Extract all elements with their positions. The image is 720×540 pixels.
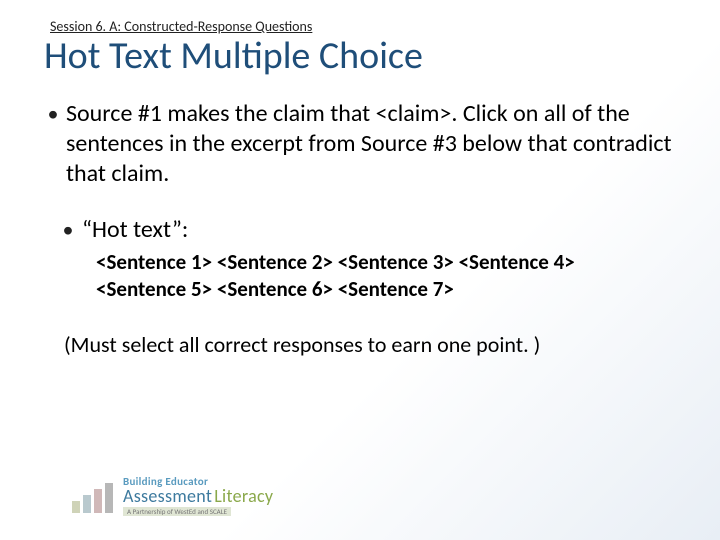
logo-line2: Assessment Literacy (123, 487, 273, 505)
logo-text: Building Educator Assessment Literacy A … (123, 476, 273, 516)
sentence-5[interactable]: <Sentence 5> (96, 276, 212, 302)
sub-bullet: • “Hot text”: (54, 215, 680, 245)
sentence-3[interactable]: <Sentence 3> (338, 249, 454, 275)
logo-word-assessment: Assessment (123, 487, 212, 505)
bullet-1: • Source #1 makes the claim that <claim>… (40, 99, 680, 189)
sentence-1[interactable]: <Sentence 1> (96, 249, 212, 275)
logo-bar-4 (105, 483, 113, 513)
scoring-note: (Must select all correct responses to ea… (64, 331, 680, 358)
logo-bar-2 (83, 495, 91, 513)
logo-bar-3 (94, 489, 102, 513)
bullet-dot-icon: • (40, 99, 66, 129)
slide-title: Hot Text Multiple Choice (44, 37, 680, 77)
logo-bar-1 (72, 501, 80, 513)
sentence-6[interactable]: <Sentence 6> (217, 276, 333, 302)
sentence-2[interactable]: <Sentence 2> (217, 249, 333, 275)
sentence-7[interactable]: <Sentence 7> (338, 276, 454, 302)
bullet-1-pre: Source #1 makes the claim that (66, 99, 376, 128)
logo-line3: A Partnership of WestEd and SCALE (123, 507, 231, 516)
logo-word-literacy: Literacy (214, 487, 273, 505)
sentence-4[interactable]: <Sentence 4> (459, 249, 575, 275)
logo-bars-icon (72, 479, 113, 513)
slide-container: Session 6. A: Constructed-Response Quest… (0, 0, 720, 540)
claim-placeholder: <claim> (376, 99, 452, 128)
bullet-1-text: Source #1 makes the claim that <claim>. … (66, 99, 680, 189)
footer-logo: Building Educator Assessment Literacy A … (72, 476, 273, 516)
bullet-dot-icon: • (54, 215, 82, 245)
hot-text-sentences: <Sentence 1> <Sentence 2> <Sentence 3> <… (96, 249, 650, 303)
hot-text-label: “Hot text”: (82, 215, 188, 245)
